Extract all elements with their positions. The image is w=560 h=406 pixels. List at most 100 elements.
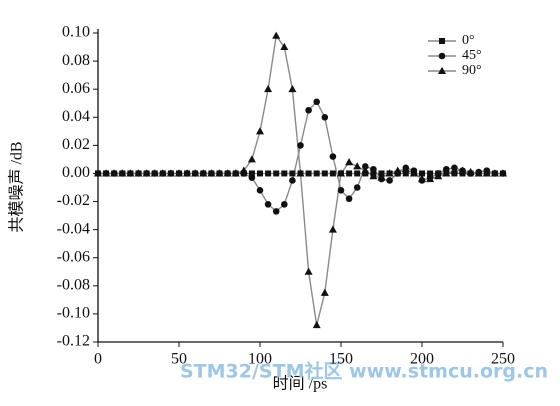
data-point (474, 169, 483, 177)
y-tick-label: -0.02 (57, 192, 90, 209)
data-point (118, 169, 127, 177)
data-point (297, 142, 304, 149)
data-point (353, 184, 361, 191)
data-point (321, 170, 328, 177)
data-point (409, 169, 418, 177)
data-point (305, 106, 312, 114)
y-tick-label: -0.12 (57, 333, 90, 350)
data-point (401, 165, 410, 173)
data-point (427, 170, 434, 177)
data-point (166, 169, 175, 177)
data-point (370, 165, 377, 173)
data-point (158, 169, 167, 177)
data-point (94, 169, 102, 177)
y-tick-label: 0.00 (62, 164, 90, 181)
data-point (273, 170, 280, 177)
data-point (110, 169, 119, 177)
data-point (264, 84, 273, 93)
data-point (329, 153, 337, 160)
watermark: STM32/STM社区 www.stmcu.org.cn (180, 360, 548, 383)
data-point (247, 155, 256, 163)
x-tick-label: 250 (491, 351, 515, 368)
legend-marker (438, 66, 446, 74)
data-point (305, 170, 312, 177)
data-point (313, 170, 320, 177)
data-point (183, 169, 192, 177)
data-point (337, 169, 345, 177)
data-point (353, 162, 362, 170)
data-point (289, 170, 296, 177)
data-point (248, 174, 256, 181)
data-point (345, 195, 353, 203)
x-tick-label: 150 (329, 351, 353, 368)
legend-marker (439, 38, 445, 44)
y-tick-label: -0.08 (57, 276, 90, 293)
data-point (215, 169, 224, 177)
x-tick-label: 200 (410, 351, 434, 368)
data-point (354, 170, 361, 177)
data-point (296, 169, 305, 177)
data-point (329, 170, 336, 177)
data-point (264, 201, 272, 208)
data-point (231, 169, 240, 177)
data-point (281, 170, 288, 177)
data-point (248, 170, 255, 177)
data-point (362, 163, 369, 170)
data-point (361, 166, 370, 174)
data-point (256, 127, 264, 135)
series-line (98, 34, 503, 326)
legend-marker (438, 52, 446, 60)
data-point (256, 187, 264, 194)
x-tick-label: 0 (94, 351, 102, 368)
data-point (312, 320, 321, 329)
y-tick-label: -0.10 (57, 305, 90, 322)
y-tick-label: 0.04 (62, 108, 90, 125)
y-tick-label: 0.08 (62, 52, 90, 69)
series-line (98, 100, 503, 213)
data-point (490, 169, 499, 177)
data-point (337, 187, 345, 194)
data-point (207, 169, 216, 177)
data-point (265, 170, 272, 177)
data-point (321, 113, 329, 121)
data-point (393, 166, 402, 174)
data-point (102, 169, 111, 177)
data-point (346, 170, 353, 177)
data-point (466, 167, 475, 176)
x-tick-label: 50 (171, 351, 187, 368)
data-point (369, 172, 378, 180)
data-point (402, 170, 409, 177)
x-tick-label: 100 (248, 351, 272, 368)
y-tick-label: -0.06 (57, 248, 90, 265)
data-point (272, 208, 280, 215)
y-axis-label: 共模噪声 /dB (8, 141, 26, 232)
data-point (419, 170, 425, 177)
y-tick-label: 0.06 (62, 80, 90, 97)
data-point (313, 98, 321, 106)
data-point (385, 169, 394, 177)
data-point (434, 172, 443, 180)
legend-label: 45° (462, 48, 482, 63)
data-point (499, 169, 507, 177)
data-point (426, 174, 435, 183)
x-axis-label: 时间 /ps (273, 375, 328, 393)
data-point (482, 169, 491, 177)
data-point (257, 170, 263, 177)
data-point (150, 169, 159, 177)
y-tick-label: 0.10 (62, 24, 90, 41)
data-point (418, 174, 426, 183)
data-point (142, 169, 151, 177)
y-tick-label: 0.02 (62, 136, 90, 153)
data-point (223, 169, 232, 177)
data-point (443, 165, 450, 173)
data-point (386, 177, 393, 184)
data-point (377, 173, 386, 181)
data-point (378, 170, 385, 177)
legend-label: 90° (462, 63, 482, 78)
data-point (191, 169, 200, 177)
data-point (345, 158, 354, 166)
data-point (450, 166, 459, 174)
data-point (134, 169, 143, 177)
data-point (272, 31, 281, 39)
